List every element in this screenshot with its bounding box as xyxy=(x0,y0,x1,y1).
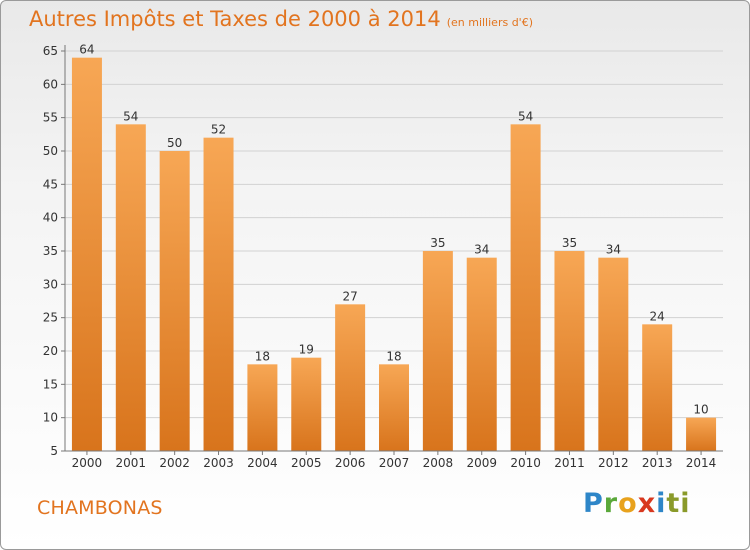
bar xyxy=(642,324,673,451)
bar xyxy=(510,124,541,451)
bar-value-label: 18 xyxy=(386,349,401,363)
x-tick-label: 2007 xyxy=(379,456,410,470)
bar-value-label: 19 xyxy=(299,343,314,357)
bar-value-label: 34 xyxy=(606,243,621,257)
x-tick-label: 2002 xyxy=(159,456,190,470)
bar xyxy=(159,151,190,451)
x-tick-label: 2000 xyxy=(72,456,103,470)
y-tick-label: 50 xyxy=(43,144,58,158)
brand-letter: i xyxy=(656,488,667,519)
brand-letter: ti xyxy=(666,488,691,519)
y-tick-label: 5 xyxy=(50,444,58,458)
bar xyxy=(554,251,585,451)
x-tick-label: 2013 xyxy=(642,456,673,470)
y-tick-label: 55 xyxy=(43,111,58,125)
x-tick-label: 2010 xyxy=(510,456,541,470)
bar-value-label: 50 xyxy=(167,136,182,150)
bar xyxy=(247,364,278,451)
bar xyxy=(291,357,322,451)
x-tick-label: 2014 xyxy=(686,456,717,470)
bar xyxy=(466,257,497,451)
x-tick-label: 2009 xyxy=(466,456,497,470)
chart-title: Autres Impôts et Taxes de 2000 à 2014 (en… xyxy=(29,7,533,31)
y-tick-label: 25 xyxy=(43,311,58,325)
bar-value-label: 10 xyxy=(693,403,708,417)
axes: 5 10 15 20 25 30 35 40 45 50 55 60 65 2000 2001 2002 200… xyxy=(43,44,723,470)
y-tick-label: 65 xyxy=(43,44,58,58)
bar-value-label: 54 xyxy=(123,109,138,123)
bar xyxy=(115,124,146,451)
x-tick-label: 2004 xyxy=(247,456,278,470)
bar xyxy=(598,257,629,451)
brand-letter: x xyxy=(637,488,657,519)
y-tick-label: 15 xyxy=(43,377,58,391)
bar-value-label: 35 xyxy=(562,236,577,250)
bar xyxy=(71,57,102,452)
x-tick-label: 2011 xyxy=(554,456,585,470)
bar-value-label: 24 xyxy=(650,309,665,323)
x-tick-label: 2005 xyxy=(291,456,322,470)
bar xyxy=(686,417,717,451)
y-tick-label: 40 xyxy=(43,211,58,225)
brand-letter: r xyxy=(603,488,619,519)
y-tick-label: 20 xyxy=(43,344,58,358)
bar-value-label: 54 xyxy=(518,109,533,123)
bar xyxy=(422,251,453,451)
x-tick-label: 2001 xyxy=(116,456,147,470)
bar-value-label: 64 xyxy=(79,43,94,57)
y-tick-label: 30 xyxy=(43,277,58,291)
chart-title-text: Autres Impôts et Taxes de 2000 à 2014 xyxy=(29,7,441,31)
bar-value-label: 18 xyxy=(255,349,270,363)
bar-value-label: 35 xyxy=(430,236,445,250)
x-tick-label: 2003 xyxy=(203,456,234,470)
brand-letter: P xyxy=(583,488,604,519)
commune-name: CHAMBONAS xyxy=(37,497,163,519)
y-tick-label: 60 xyxy=(43,77,58,91)
y-tick-label: 10 xyxy=(43,411,58,425)
bar-value-label: 52 xyxy=(211,123,226,137)
chart-subtitle: (en milliers d'€) xyxy=(446,16,533,29)
bar-value-label: 27 xyxy=(342,289,357,303)
bar-value-label: 34 xyxy=(474,243,489,257)
x-tick-label: 2012 xyxy=(598,456,629,470)
x-tick-label: 2006 xyxy=(335,456,366,470)
y-tick-label: 45 xyxy=(43,177,58,191)
bar xyxy=(379,364,409,451)
x-tick-label: 2008 xyxy=(423,456,454,470)
brand-letter: o xyxy=(618,488,638,519)
bar xyxy=(203,137,234,451)
y-tick-label: 35 xyxy=(43,244,58,258)
brand-logo: Proxiti xyxy=(583,488,691,519)
bars: 64 54 50 52 18 19 27 18 35 34 54 35 34 24 10 xyxy=(71,43,717,452)
bar xyxy=(335,304,366,451)
